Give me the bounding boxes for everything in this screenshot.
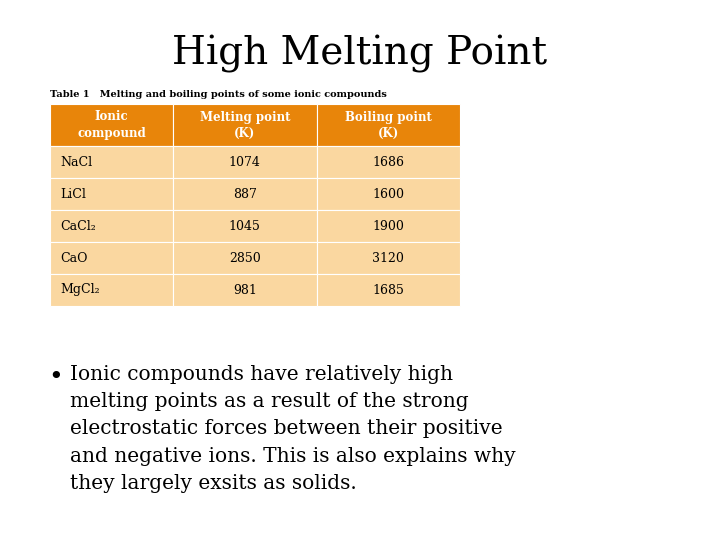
Text: Ionic
compound: Ionic compound — [77, 111, 146, 139]
Text: CaO: CaO — [60, 252, 88, 265]
Bar — [50, 274, 173, 306]
Text: 1686: 1686 — [372, 156, 404, 168]
Text: MgCl₂: MgCl₂ — [60, 284, 99, 296]
Bar — [173, 146, 317, 178]
Bar — [173, 178, 317, 210]
Bar — [317, 178, 460, 210]
Bar — [173, 210, 317, 242]
Bar — [50, 146, 173, 178]
Bar — [50, 178, 173, 210]
Bar — [50, 242, 173, 274]
Text: Ionic compounds have relatively high
melting points as a result of the strong
el: Ionic compounds have relatively high mel… — [70, 365, 516, 493]
Text: 981: 981 — [233, 284, 257, 296]
Text: 1045: 1045 — [229, 219, 261, 233]
Bar — [173, 104, 317, 146]
Text: 1685: 1685 — [372, 284, 404, 296]
Bar — [173, 274, 317, 306]
Text: 887: 887 — [233, 187, 257, 200]
Bar — [173, 242, 317, 274]
Text: High Melting Point: High Melting Point — [172, 35, 548, 73]
Bar — [317, 210, 460, 242]
Text: LiCl: LiCl — [60, 187, 86, 200]
Text: 3120: 3120 — [372, 252, 404, 265]
Bar — [317, 104, 460, 146]
Bar — [317, 146, 460, 178]
Text: Boiling point
(K): Boiling point (K) — [345, 111, 432, 139]
Text: •: • — [48, 365, 63, 389]
Text: NaCl: NaCl — [60, 156, 92, 168]
Text: 1600: 1600 — [372, 187, 404, 200]
Text: 1900: 1900 — [372, 219, 404, 233]
Bar — [50, 104, 173, 146]
Bar — [50, 210, 173, 242]
Text: 2850: 2850 — [229, 252, 261, 265]
Text: 1074: 1074 — [229, 156, 261, 168]
Bar — [317, 274, 460, 306]
Text: Melting point
(K): Melting point (K) — [199, 111, 290, 139]
Bar — [317, 242, 460, 274]
Text: Table 1   Melting and boiling points of some ionic compounds: Table 1 Melting and boiling points of so… — [50, 90, 387, 99]
Text: CaCl₂: CaCl₂ — [60, 219, 96, 233]
